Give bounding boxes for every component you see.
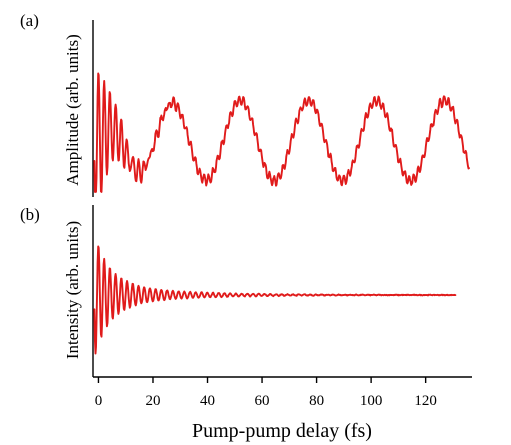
x-tick-labels: 0 20 40 60 80 100 120 [95, 393, 437, 409]
x-tick-label-20: 20 [145, 393, 160, 409]
y-axis-title-b: Intensity (arb. units) [63, 221, 82, 359]
y-axis-title-a: Amplitude (arb. units) [63, 34, 82, 186]
x-tick-label-60: 60 [255, 393, 270, 409]
x-tick-label-100: 100 [360, 393, 383, 409]
x-tick-label-120: 120 [414, 393, 437, 409]
x-tick-label-0: 0 [95, 393, 103, 409]
trace-a [93, 72, 470, 193]
trace-b [93, 245, 457, 355]
x-tick-label-80: 80 [309, 393, 324, 409]
panel-label-b: (b) [20, 205, 40, 224]
x-axis-title: Pump-pump delay (fs) [192, 420, 372, 442]
panel-label-a: (a) [20, 11, 39, 30]
x-tick-label-40: 40 [200, 393, 215, 409]
x-ticks [97, 377, 427, 383]
